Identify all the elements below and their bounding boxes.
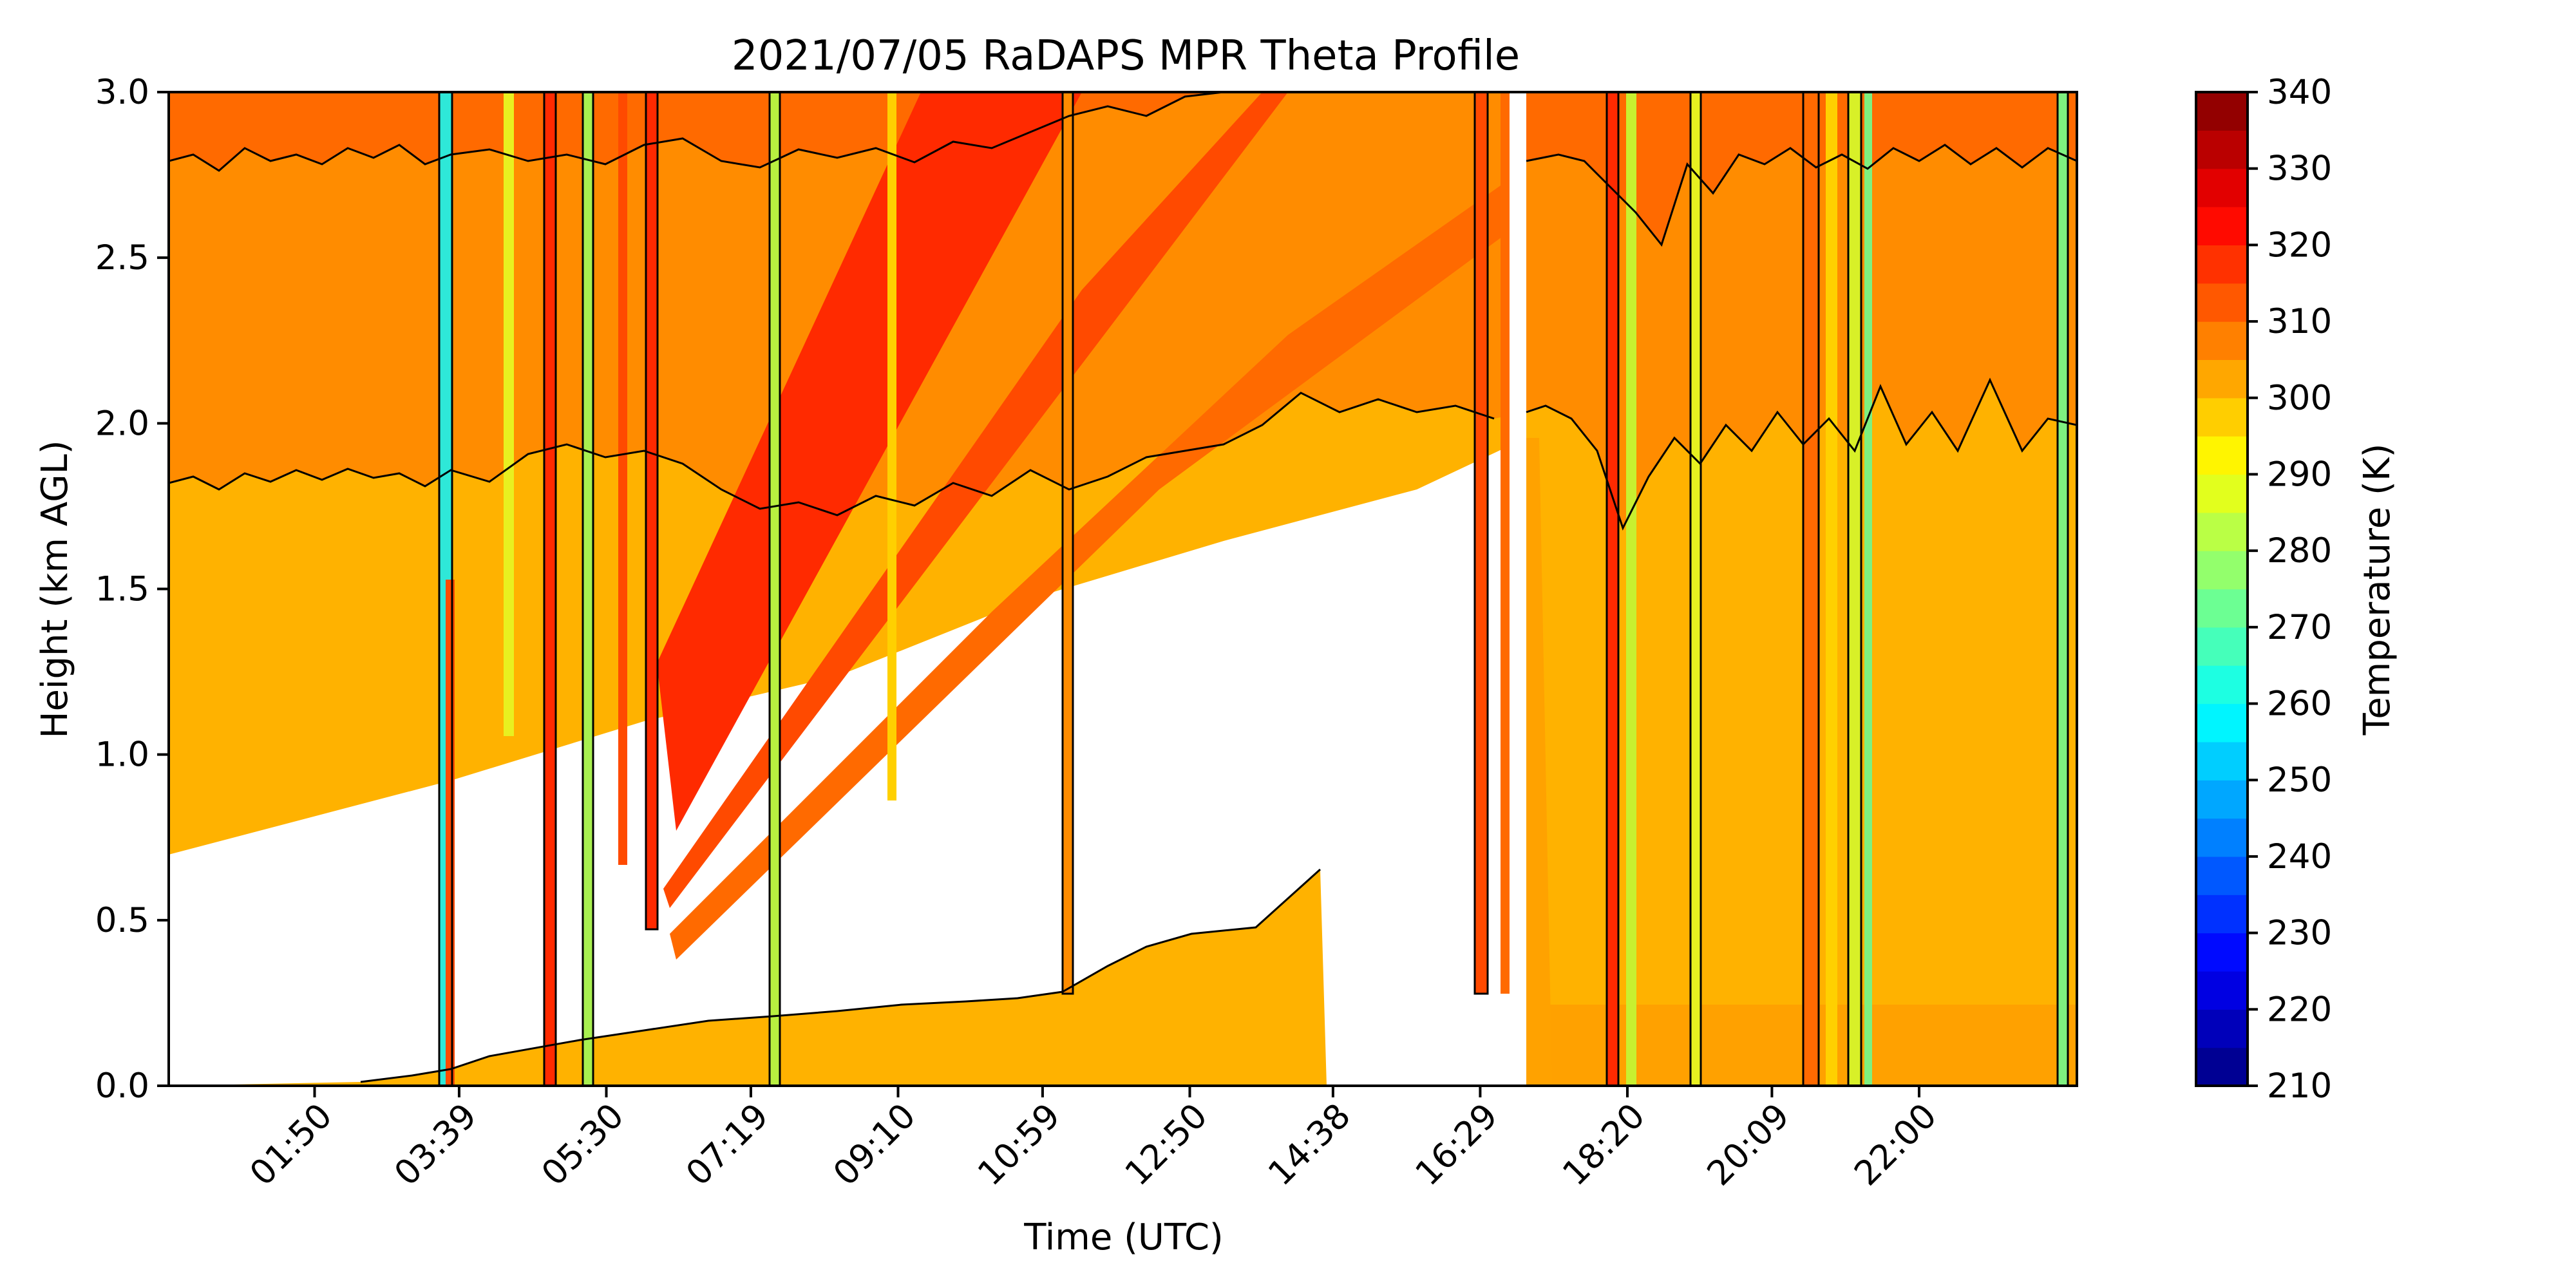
colorbar-tick-label: 210 — [2267, 1066, 2332, 1106]
x-tick-label: 07:19 — [679, 1096, 776, 1193]
colorbar-band — [2196, 512, 2248, 551]
x-tick-label: 12:50 — [1118, 1096, 1215, 1193]
streak — [1690, 92, 1701, 1086]
data-gap-ramp — [1526, 438, 1552, 1086]
colorbar-tick-label: 330 — [2267, 149, 2332, 189]
streak — [1826, 92, 1837, 1086]
x-tick-label: 16:29 — [1408, 1096, 1505, 1193]
colorbar-band — [2196, 589, 2248, 628]
colorbar-band — [2196, 130, 2248, 169]
streak — [1475, 92, 1488, 994]
colorbar-band — [2196, 665, 2248, 705]
y-tick-label: 0.0 — [95, 1066, 149, 1106]
colorbar-band — [2196, 474, 2248, 513]
streak — [646, 92, 658, 929]
colorbar-band — [2196, 321, 2248, 361]
colorbar-band — [2196, 92, 2248, 131]
colorbar-frame — [2195, 91, 2249, 1087]
x-tick-label: 20:09 — [1700, 1096, 1797, 1193]
x-tick-label: 10:59 — [971, 1096, 1068, 1193]
streak — [544, 92, 556, 1086]
colorbar-band — [2196, 818, 2248, 857]
colorbar-band — [2196, 933, 2248, 972]
colorbar-tick-label: 260 — [2267, 685, 2332, 724]
colorbar-band — [2196, 283, 2248, 322]
interpolation-wedge-3 — [670, 167, 1526, 960]
y-tick-label: 2.0 — [95, 404, 149, 443]
colorbar-tick-label: 240 — [2267, 837, 2332, 876]
colorbar-band — [2196, 703, 2248, 743]
surface-layer-field — [169, 869, 1327, 1086]
colorbar-tick-label: 250 — [2267, 761, 2332, 800]
colorbar-band — [2196, 1009, 2248, 1048]
colorbar-band — [2196, 168, 2248, 207]
colorbar-tick-label: 320 — [2267, 225, 2332, 265]
y-axis: 0.0 0.5 1.0 1.5 2.0 2.5 3.0 — [95, 73, 169, 1106]
colorbar-tick-label: 340 — [2267, 73, 2332, 112]
y-tick-label: 0.5 — [95, 901, 149, 940]
colorbar-band — [2196, 436, 2248, 475]
colorbar-tick-label: 300 — [2267, 379, 2332, 418]
colorbar-tick-label: 270 — [2267, 608, 2332, 647]
x-axis-label: Time (UTC) — [1023, 1217, 1224, 1258]
streak — [583, 92, 593, 1086]
interpolation-wedge-1 — [657, 92, 1082, 831]
streak — [2058, 92, 2068, 1086]
colorbar-tick-label: 280 — [2267, 531, 2332, 571]
streak — [618, 92, 627, 865]
streak — [1607, 92, 1618, 1086]
colorbar-band — [2196, 741, 2248, 781]
colorbar-label: Temperature (K) — [2356, 444, 2398, 736]
streak — [1626, 92, 1636, 1086]
streak — [1501, 92, 1510, 994]
colorbar-band — [2196, 397, 2248, 437]
streak — [446, 580, 455, 1086]
chart-title: 2021/07/05 RaDAPS MPR Theta Profile — [732, 32, 1520, 80]
streak — [1063, 92, 1073, 994]
evening-top-field — [1526, 92, 2077, 245]
x-tick-label: 01:50 — [243, 1096, 340, 1193]
plot-area — [169, 92, 2077, 1086]
colorbar-band — [2196, 780, 2248, 819]
y-tick-label: 1.0 — [95, 735, 149, 775]
streak — [887, 92, 896, 800]
streak — [770, 92, 780, 1086]
x-tick-label: 14:38 — [1261, 1096, 1358, 1193]
streak — [1848, 92, 1861, 1086]
colorbar-tick-label: 230 — [2267, 914, 2332, 953]
colorbar-band — [2196, 856, 2248, 895]
colorbar-band — [2196, 1047, 2248, 1086]
streak — [1864, 92, 1872, 1086]
colorbar-band — [2196, 971, 2248, 1010]
x-tick-label: 22:00 — [1847, 1096, 1944, 1193]
y-tick-label: 1.5 — [95, 570, 149, 609]
x-tick-label: 09:10 — [826, 1096, 923, 1193]
colorbar-band — [2196, 359, 2248, 399]
x-tick-label: 18:20 — [1555, 1096, 1653, 1193]
colorbar-band — [2196, 551, 2248, 590]
y-axis-label: Height (km AGL) — [34, 440, 76, 738]
colorbar-tick-label: 310 — [2267, 302, 2332, 341]
x-tick-label: 05:30 — [535, 1096, 632, 1193]
colorbar-band — [2196, 207, 2248, 245]
colorbar-band — [2196, 245, 2248, 284]
streak — [504, 92, 514, 736]
x-tick-label: 03:39 — [387, 1096, 484, 1193]
colorbar-band — [2196, 627, 2248, 666]
y-tick-label: 2.5 — [95, 238, 149, 278]
x-axis: 01:50 03:39 05:30 07:19 09:10 10:59 12:50 14:38… — [243, 1086, 1944, 1193]
y-tick-label: 3.0 — [95, 73, 149, 112]
streak — [1803, 92, 1819, 1086]
colorbar-tick-label: 290 — [2267, 455, 2332, 494]
colorbar: 210 220 230 240 250 260 270 280 290 300 310 320 330 3… — [2195, 73, 2332, 1106]
colorbar-band — [2196, 895, 2248, 934]
contour-lines — [169, 92, 2077, 1086]
colorbar-tick-label: 220 — [2267, 990, 2332, 1029]
interpolation-wedge-2 — [663, 92, 1288, 908]
